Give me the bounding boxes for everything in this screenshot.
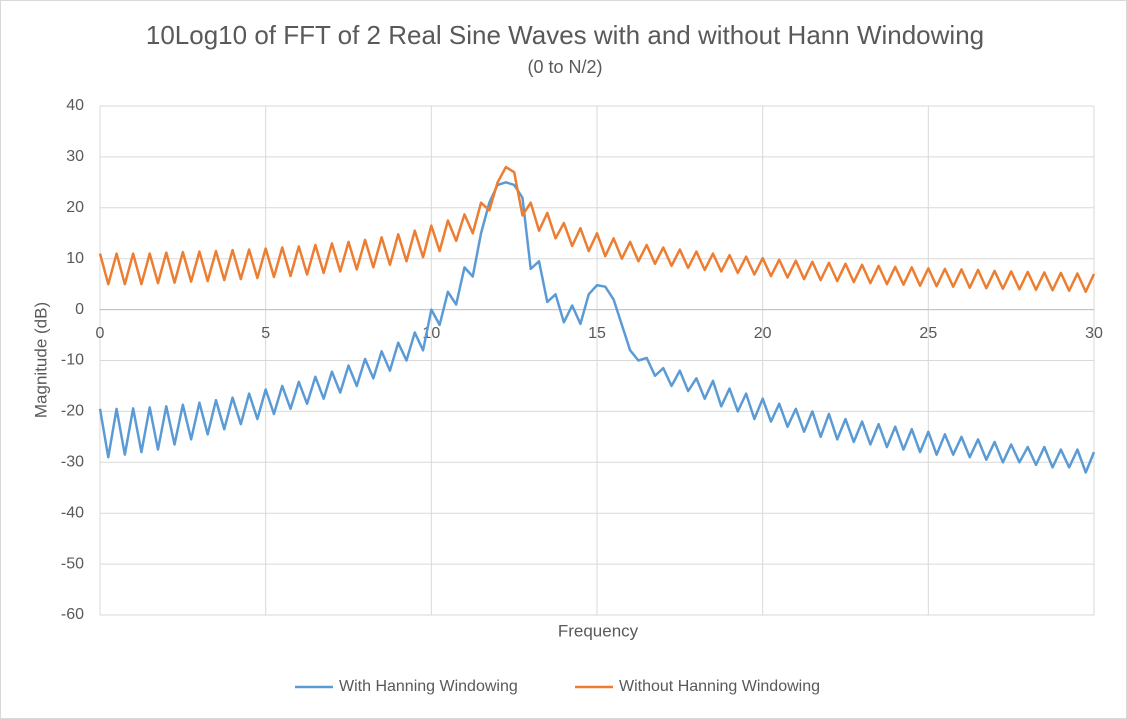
x-tick-label: 30 [1085, 325, 1103, 342]
y-tick-label: 0 [75, 301, 84, 318]
chart-subtitle: (0 to N/2) [527, 57, 602, 77]
series-line [98, 165, 1096, 294]
legend-label: Without Hanning Windowing [619, 678, 820, 695]
y-tick-label: -40 [61, 504, 84, 521]
y-tick-label: -10 [61, 352, 84, 369]
y-tick-label: -50 [61, 555, 84, 572]
y-tick-label: -20 [61, 403, 84, 420]
y-tick-label: 20 [66, 199, 84, 216]
x-axis-label: Frequency [558, 621, 639, 640]
x-tick-label: 20 [754, 325, 772, 342]
y-tick-label: -60 [61, 606, 84, 623]
legend-label: With Hanning Windowing [339, 678, 518, 695]
x-tick-label: 15 [588, 325, 606, 342]
y-tick-label: 40 [66, 97, 84, 114]
x-tick-label: 25 [919, 325, 937, 342]
y-tick-label: 10 [66, 250, 84, 267]
chart-title: 10Log10 of FFT of 2 Real Sine Waves with… [146, 20, 984, 50]
y-axis-label: Magnitude (dB) [31, 302, 50, 418]
y-tick-label: -30 [61, 454, 84, 471]
series-line [98, 181, 1096, 474]
y-tick-label: 30 [66, 148, 84, 165]
x-tick-label: 5 [261, 325, 270, 342]
x-tick-label: 0 [96, 325, 105, 342]
